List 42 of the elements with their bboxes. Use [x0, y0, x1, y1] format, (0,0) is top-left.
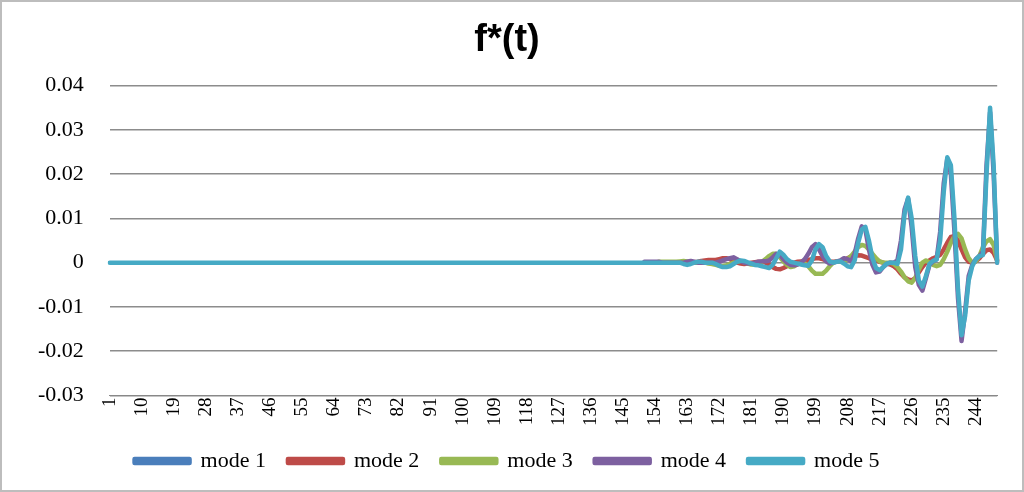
x-tick-label: 64	[322, 397, 344, 417]
x-tick-label: 82	[386, 397, 408, 417]
x-tick-label: 10	[129, 397, 151, 417]
legend-label: mode 2	[353, 446, 420, 472]
x-tick-label: 28	[194, 397, 216, 417]
x-tick-label: 208	[835, 397, 857, 426]
legend-label: mode 1	[200, 446, 266, 472]
y-tick-label: -0.03	[38, 381, 84, 407]
y-tick-label: 0	[72, 248, 84, 274]
x-tick-label: 172	[707, 397, 729, 426]
x-tick-label: 1	[97, 397, 119, 407]
y-tick-label: -0.02	[38, 337, 84, 363]
chart-title: f*(t)	[474, 17, 540, 60]
x-tick-label: 226	[899, 397, 921, 426]
x-tick-label: 199	[803, 397, 825, 426]
x-tick-label: 154	[643, 397, 665, 426]
x-tick-label: 73	[354, 397, 376, 417]
legend-label: mode 3	[507, 446, 573, 472]
y-tick-label: 0.01	[45, 204, 84, 230]
x-tick-label: 55	[290, 397, 312, 417]
x-tick-label: 244	[963, 397, 985, 426]
x-tick-label: 109	[482, 397, 504, 426]
x-tick-label: 163	[675, 397, 697, 426]
x-tick-label: 235	[931, 397, 953, 426]
y-tick-label: 0.03	[45, 115, 84, 141]
x-tick-label: 100	[450, 397, 472, 426]
x-tick-label: 91	[418, 397, 440, 417]
y-tick-label: -0.01	[38, 292, 84, 318]
legend-label: mode 4	[660, 446, 727, 472]
y-tick-label: 0.04	[45, 71, 84, 97]
x-tick-label: 217	[867, 397, 889, 426]
legend-label: mode 5	[814, 446, 880, 472]
x-tick-label: 145	[610, 397, 632, 426]
x-tick-label: 37	[226, 397, 248, 417]
y-tick-label: 0.02	[45, 159, 84, 185]
x-tick-label: 19	[161, 397, 183, 417]
x-tick-label: 181	[739, 397, 761, 426]
x-tick-label: 190	[771, 397, 793, 426]
x-tick-label: 46	[258, 397, 280, 417]
x-tick-label: 136	[578, 397, 600, 426]
x-tick-label: 118	[514, 397, 536, 426]
x-tick-label: 127	[546, 397, 568, 426]
